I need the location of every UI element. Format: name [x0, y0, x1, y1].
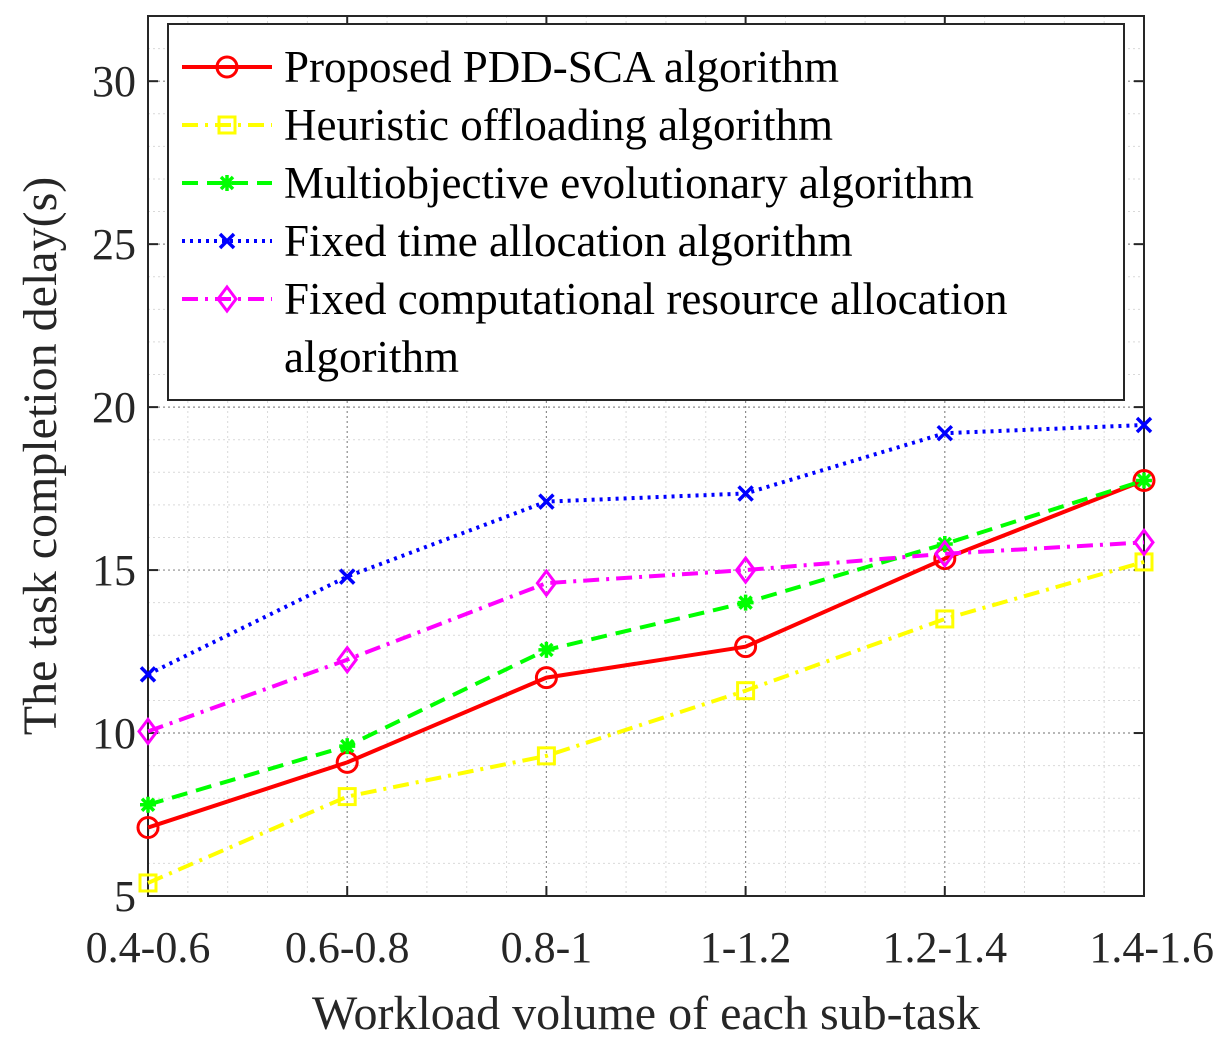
- circle-marker: [534, 666, 558, 690]
- y-tick-label: 20: [92, 383, 136, 432]
- diamond-marker: [336, 645, 359, 675]
- legend-label: Heuristic offloading algorithm: [284, 100, 833, 150]
- legend-label: Proposed PDD-SCA algorithm: [284, 42, 839, 92]
- diamond-marker: [734, 555, 757, 585]
- x-marker: [737, 485, 754, 502]
- x-tick-label: 0.6-0.8: [285, 923, 410, 972]
- diamond-marker: [1133, 527, 1155, 557]
- x-marker: [936, 424, 954, 442]
- x-tick-label: 1.2-1.4: [882, 923, 1007, 972]
- x-tick-label: 1.4-1.6: [1089, 923, 1214, 972]
- x-axis-label: Workload volume of each sub-task: [312, 987, 980, 1040]
- diamond-marker: [933, 539, 956, 569]
- x-marker: [338, 568, 356, 585]
- square-marker: [138, 873, 158, 893]
- series-0: [136, 468, 1156, 840]
- legend-item: Fixed time allocation algorithm: [182, 216, 853, 266]
- ticks: 5 10 15 20 25 30 0.4-0.6 0.6-0.8 0.8-1 1-1.2 1.2-1…: [86, 16, 1214, 972]
- legend: Proposed PDD-SCA algorithm Heuristic offl…: [167, 23, 1125, 401]
- circle-marker: [734, 635, 758, 659]
- x-marker: [218, 232, 236, 250]
- series-line: [147, 423, 1145, 677]
- y-tick-label: 10: [92, 709, 136, 758]
- series-layer: [136, 416, 1156, 893]
- legend-item: Fixed computational resource allocation a…: [182, 274, 1008, 382]
- plot-frame: [147, 15, 1145, 897]
- y-tick-label: 30: [92, 57, 136, 106]
- legend-box: [167, 23, 1125, 401]
- series-line: [147, 478, 1145, 807]
- asterisk-marker: [737, 594, 754, 611]
- legend-item: Multiobjective evolutionary algorithm: [182, 158, 974, 208]
- series-1: [138, 552, 1154, 893]
- legend-label: Fixed time allocation algorithm: [284, 216, 853, 266]
- asterisk-marker: [219, 175, 235, 191]
- series-3: [139, 416, 1153, 683]
- legend-item: Heuristic offloading algorithm: [182, 100, 833, 150]
- square-marker: [536, 746, 556, 766]
- series-2: [140, 472, 1152, 813]
- diamond-marker: [535, 568, 558, 598]
- x-tick-label: 1-1.2: [700, 923, 792, 972]
- series-4: [137, 527, 1155, 746]
- x-marker: [538, 493, 555, 510]
- legend-label: algorithm: [284, 332, 459, 382]
- y-tick-label: 15: [92, 546, 136, 595]
- series-line: [147, 478, 1145, 830]
- diamond-marker: [137, 716, 159, 746]
- legend-label: Fixed computational resource allocation: [284, 274, 1008, 324]
- y-tick-label: 5: [114, 872, 136, 921]
- y-axis-label: The task completion delay(s): [14, 177, 67, 736]
- series-line: [147, 540, 1145, 734]
- square-marker: [736, 681, 756, 701]
- x-tick-label: 0.4-0.6: [86, 923, 211, 972]
- asterisk-marker: [538, 641, 555, 658]
- y-tick-label: 25: [92, 220, 136, 269]
- circle-marker: [215, 55, 239, 79]
- diamond-marker: [216, 284, 238, 314]
- circle-marker: [136, 816, 160, 840]
- circle-marker: [1132, 468, 1156, 492]
- series-line: [147, 560, 1145, 885]
- square-marker: [935, 609, 955, 629]
- legend-item: Proposed PDD-SCA algorithm: [182, 42, 839, 92]
- square-marker: [337, 787, 357, 807]
- legend-label: Multiobjective evolutionary algorithm: [284, 158, 974, 208]
- x-tick-label: 0.8-1: [501, 923, 593, 972]
- x-marker: [139, 666, 157, 683]
- square-marker: [217, 115, 237, 135]
- x-marker: [1135, 416, 1153, 434]
- asterisk-marker: [140, 796, 156, 813]
- asterisk-marker: [1136, 472, 1152, 489]
- asterisk-marker: [339, 738, 356, 755]
